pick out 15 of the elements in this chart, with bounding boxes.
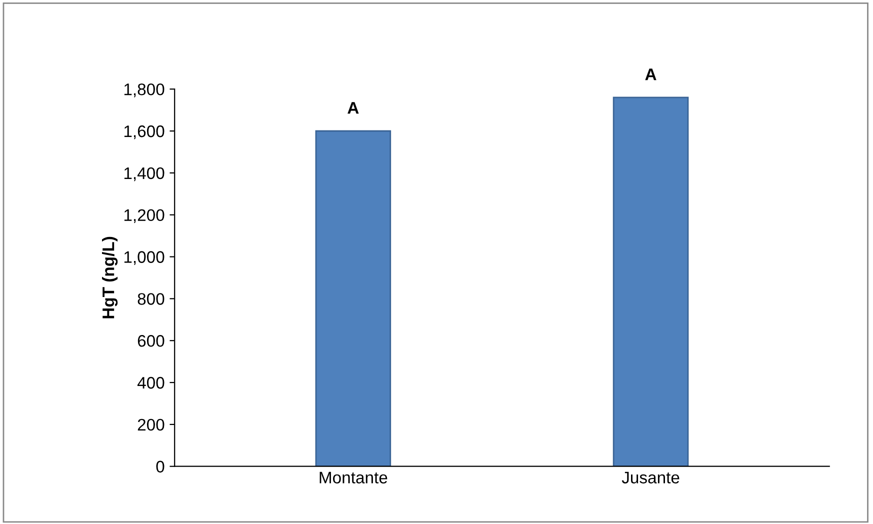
y-tick-label: 1,000	[124, 251, 164, 265]
x-tick-label: Jusante	[622, 472, 680, 484]
annotation: A	[348, 102, 359, 114]
y-tick-label: 0	[156, 460, 164, 473]
y-axis-title: HgT (ng/L)	[102, 236, 118, 318]
y-tick-label: 1,400	[124, 167, 164, 182]
y-tick-label: 1,800	[124, 83, 164, 98]
y-tick-label: 1,200	[124, 209, 164, 224]
annotation: A	[645, 68, 656, 80]
y-tick-label: 400	[137, 376, 164, 389]
y-tick-label: 200	[138, 418, 164, 431]
x-tick-label: Montante	[320, 472, 388, 484]
y-tick-label: 1,600	[124, 125, 164, 140]
y-tick-label: 600	[138, 335, 164, 347]
y-tick-label: 800	[138, 293, 164, 305]
